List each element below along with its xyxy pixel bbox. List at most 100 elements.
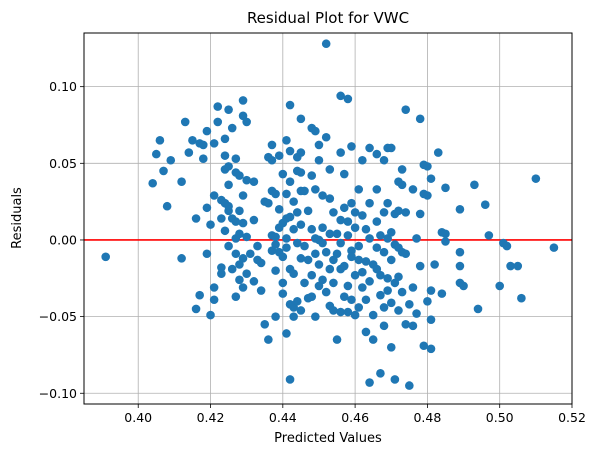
data-point bbox=[155, 136, 165, 145]
data-point bbox=[318, 223, 327, 232]
data-point bbox=[336, 238, 345, 248]
data-point bbox=[303, 255, 313, 265]
data-point bbox=[296, 306, 306, 315]
data-point bbox=[365, 277, 374, 286]
data-point bbox=[365, 378, 374, 387]
data-point bbox=[318, 191, 327, 200]
data-point bbox=[379, 303, 389, 312]
data-point bbox=[235, 206, 244, 216]
data-point bbox=[227, 123, 237, 133]
data-point bbox=[220, 151, 230, 160]
y-tick-label: 0.00 bbox=[49, 232, 77, 247]
data-point bbox=[376, 369, 385, 378]
data-point bbox=[307, 270, 317, 280]
data-point bbox=[354, 241, 364, 251]
data-point bbox=[343, 231, 353, 240]
data-point bbox=[390, 375, 400, 384]
x-axis-label: Predicted Values bbox=[274, 431, 382, 446]
data-point bbox=[307, 224, 317, 234]
data-point bbox=[437, 289, 447, 298]
data-point bbox=[361, 295, 371, 305]
data-point bbox=[347, 198, 356, 208]
data-point bbox=[292, 296, 302, 306]
data-point bbox=[329, 208, 338, 217]
data-point bbox=[217, 214, 226, 223]
data-point bbox=[325, 194, 335, 203]
data-point bbox=[202, 126, 212, 136]
data-point bbox=[271, 240, 280, 249]
y-axis-ticks: −0.10 −0.05 0.00 0.05 0.10 bbox=[39, 79, 84, 401]
data-point bbox=[191, 214, 201, 223]
data-point bbox=[394, 306, 403, 315]
data-point bbox=[285, 146, 295, 156]
data-point bbox=[430, 260, 439, 269]
data-point bbox=[148, 178, 157, 188]
data-point bbox=[347, 252, 356, 262]
data-point bbox=[249, 277, 259, 286]
data-point bbox=[278, 169, 288, 179]
data-point bbox=[386, 143, 396, 153]
data-point bbox=[441, 237, 450, 246]
data-point bbox=[332, 335, 342, 344]
data-point bbox=[336, 91, 345, 101]
data-point bbox=[231, 249, 241, 259]
data-point bbox=[238, 218, 248, 228]
data-point bbox=[296, 114, 306, 124]
data-point bbox=[217, 269, 226, 278]
data-point bbox=[282, 136, 291, 145]
data-point bbox=[376, 270, 385, 280]
data-point bbox=[332, 249, 342, 259]
data-point bbox=[354, 303, 364, 312]
data-point bbox=[256, 286, 266, 295]
data-point bbox=[321, 132, 331, 142]
data-point bbox=[321, 287, 331, 297]
data-point bbox=[321, 39, 331, 49]
data-point bbox=[184, 148, 194, 157]
x-tick-label: 0.44 bbox=[269, 410, 297, 425]
data-point bbox=[242, 232, 251, 242]
data-point bbox=[235, 229, 244, 239]
data-point bbox=[289, 269, 298, 278]
data-point bbox=[401, 249, 411, 259]
data-point bbox=[412, 309, 421, 318]
data-point bbox=[303, 206, 313, 216]
data-point bbox=[405, 300, 414, 309]
data-point bbox=[401, 105, 411, 114]
data-point bbox=[289, 224, 298, 234]
data-point bbox=[365, 234, 374, 243]
data-point bbox=[231, 217, 241, 226]
data-point bbox=[311, 249, 320, 259]
data-point bbox=[405, 381, 414, 390]
data-point bbox=[386, 255, 396, 265]
data-point bbox=[549, 243, 559, 252]
data-point bbox=[358, 155, 367, 165]
data-point bbox=[180, 117, 190, 127]
data-point bbox=[347, 246, 356, 255]
data-point bbox=[513, 261, 523, 271]
x-axis-ticks: 0.40 0.42 0.44 0.46 0.48 0.50 0.52 bbox=[124, 404, 586, 425]
data-point bbox=[350, 270, 360, 280]
data-point bbox=[206, 310, 215, 320]
data-point bbox=[361, 224, 371, 234]
data-point bbox=[249, 177, 259, 187]
data-point bbox=[220, 134, 230, 144]
y-axis-label: Residuals bbox=[10, 187, 25, 249]
data-point bbox=[231, 292, 241, 301]
data-point bbox=[285, 375, 295, 384]
data-point bbox=[296, 148, 306, 157]
data-point bbox=[372, 185, 382, 194]
data-point bbox=[401, 319, 411, 329]
data-point bbox=[423, 191, 432, 200]
data-point bbox=[209, 295, 219, 305]
data-point bbox=[231, 154, 241, 164]
data-point bbox=[343, 281, 353, 291]
data-point bbox=[386, 298, 396, 308]
data-point bbox=[311, 126, 320, 136]
data-point bbox=[292, 208, 302, 217]
data-point bbox=[441, 229, 450, 239]
y-tick-label: 0.10 bbox=[49, 79, 77, 94]
data-point bbox=[267, 155, 277, 165]
data-point bbox=[159, 166, 168, 176]
data-point bbox=[379, 247, 389, 257]
